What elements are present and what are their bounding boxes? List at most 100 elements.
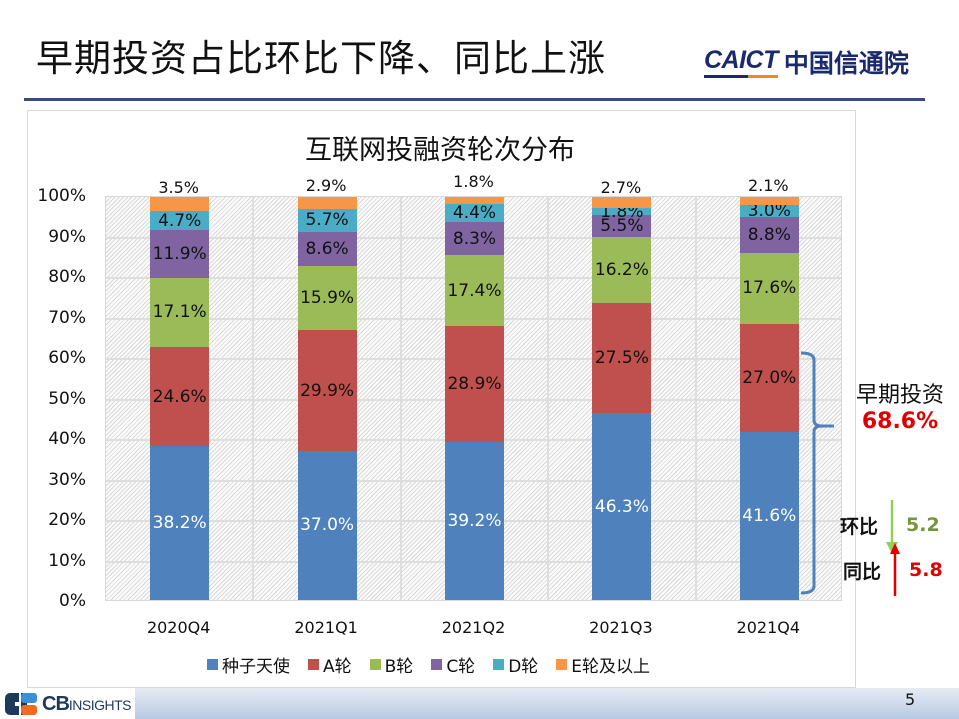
bar-segment-seed: 38.2%: [150, 446, 210, 600]
legend-label: D轮: [508, 657, 539, 677]
brace-icon: [800, 351, 834, 595]
bar-segment-d: 1.8%: [592, 202, 652, 222]
bar-2021Q1: 37.0% 29.9% 15.9% 8.6% 5.7%: [297, 197, 357, 600]
y-tick-label: 70%: [48, 307, 86, 328]
bar-segment-d: 4.4%: [445, 203, 504, 224]
data-label: 29.9%: [300, 380, 355, 401]
bar-segment-e: [150, 197, 210, 212]
bar-segment-d: 3.0%: [739, 201, 799, 221]
legend-item-b: B轮: [369, 652, 414, 677]
bar-segment-e: [297, 197, 357, 209]
legend-item-a: A轮: [308, 652, 352, 677]
cb-insights-logo: CBINSIGHTS: [5, 690, 132, 718]
gridline-vertical: [399, 197, 402, 600]
data-label: 11.9%: [152, 244, 207, 265]
gridline-vertical: [547, 197, 550, 600]
qoq-value: 5.2: [906, 514, 940, 536]
data-label: 28.9%: [447, 373, 502, 394]
gridline-vertical: [252, 197, 255, 600]
bar-segment-c: 5.5%: [592, 215, 652, 238]
bar-segment-e: [592, 197, 652, 208]
legend-label: A轮: [323, 657, 352, 677]
slide-title: 早期投资占比环比下降、同比上涨: [36, 37, 606, 80]
bar-segment-e: [739, 196, 799, 206]
data-label: 37.0%: [300, 515, 355, 536]
bar-segment-b: 17.1%: [150, 278, 210, 347]
bar-segment-a: 28.9%: [445, 325, 504, 443]
data-label: 4.7%: [158, 210, 202, 231]
legend-swatch-icon: [207, 659, 218, 670]
caict-logo: CAICT 中国信通院: [704, 44, 909, 80]
caict-logo-en: CAICT: [704, 46, 778, 78]
cb-insights-mark-icon: [5, 693, 37, 715]
data-label-top: 2.9%: [305, 176, 347, 195]
bar-2021Q4: 41.6% 27.0% 17.6% 8.8% 3.0%: [739, 196, 799, 600]
early-investment-annotation: 早期投资 68.6%: [848, 383, 952, 435]
legend-item-c: C轮: [431, 652, 475, 677]
gridline-vertical: [694, 197, 697, 600]
yoy-annotation: 同比 5.8: [843, 542, 943, 598]
bar-segment-b: 15.9%: [297, 266, 357, 331]
y-tick-label: 0%: [59, 591, 86, 611]
legend-item-seed: 种子天使: [207, 652, 290, 677]
legend-swatch-icon: [308, 659, 319, 670]
data-label: 8.3%: [452, 228, 497, 249]
bar-segment-b: 17.4%: [445, 255, 504, 326]
bar-segment-c: 11.9%: [150, 230, 210, 279]
legend-item-e: E轮及以上: [556, 652, 650, 677]
data-label: 16.2%: [594, 259, 649, 280]
data-label: 24.6%: [152, 386, 207, 407]
legend-swatch-icon: [369, 659, 381, 670]
title-divider: [24, 98, 925, 101]
y-tick-label: 30%: [48, 469, 86, 490]
bar-segment-b: 17.6%: [739, 252, 799, 324]
data-label: 17.6%: [742, 278, 797, 299]
plot-area: 38.2% 24.6% 17.1% 11.9% 4.7% 37.0% 29.9% 15.9% 8…: [105, 196, 842, 601]
legend-label: 种子天使: [222, 657, 290, 677]
data-label: 39.2%: [447, 511, 502, 532]
bar-segment-a: 24.6%: [150, 346, 210, 447]
data-label: 8.6%: [305, 239, 349, 259]
y-tick-label: 10%: [48, 550, 86, 571]
bar-2021Q3: 46.3% 27.5% 16.2% 5.5% 1.8%: [592, 197, 652, 600]
bar-segment-seed: 37.0%: [297, 450, 357, 600]
data-label: 17.4%: [447, 280, 502, 301]
qoq-label: 环比: [840, 515, 879, 538]
yoy-value: 5.8: [909, 559, 943, 581]
data-label-top: 1.8%: [453, 172, 494, 191]
x-tick-label: 2020Q4: [146, 618, 211, 637]
data-label: 27.0%: [742, 367, 797, 388]
y-tick-label: 20%: [48, 510, 86, 530]
bar-segment-c: 8.3%: [445, 222, 504, 256]
data-label-top: 3.5%: [158, 178, 200, 197]
arrow-up-icon: [890, 543, 901, 596]
y-tick-label: 40%: [48, 429, 86, 449]
bar-2020Q4: 38.2% 24.6% 17.1% 11.9% 4.7%: [150, 197, 210, 600]
bar-segment-b: 16.2%: [592, 237, 652, 303]
x-tick-label: 2021Q4: [736, 618, 801, 637]
y-tick-label: 100%: [37, 186, 86, 206]
chart-legend: 种子天使 A轮 B轮 C轮 D轮 E轮及以上: [207, 652, 650, 677]
legend-label: B轮: [384, 657, 414, 677]
page-number: 5: [905, 690, 916, 709]
legend-label: E轮及以上: [571, 657, 651, 677]
qoq-annotation: 环比 5.2: [840, 495, 940, 555]
data-label: 8.8%: [747, 224, 791, 245]
data-label: 4.4%: [452, 203, 497, 224]
bar-segment-seed: 41.6%: [739, 432, 799, 600]
bar-segment-c: 8.6%: [297, 231, 357, 267]
early-investment-value: 68.6%: [861, 409, 939, 434]
legend-label: C轮: [446, 657, 476, 677]
data-label: 3.0%: [747, 201, 791, 222]
bar-segment-seed: 39.2%: [445, 442, 504, 600]
bar-segment-d: 4.7%: [150, 210, 210, 231]
legend-item-d: D轮: [493, 652, 538, 677]
data-label: 46.3%: [594, 496, 649, 517]
data-label: 15.9%: [300, 288, 355, 309]
data-label-top: 2.7%: [600, 178, 642, 197]
cb-insights-text: CBINSIGHTS: [42, 692, 132, 715]
bar-segment-e: [445, 197, 504, 205]
data-label: 38.2%: [152, 513, 207, 534]
legend-swatch-icon: [431, 659, 443, 670]
y-tick-label: 80%: [48, 267, 86, 287]
